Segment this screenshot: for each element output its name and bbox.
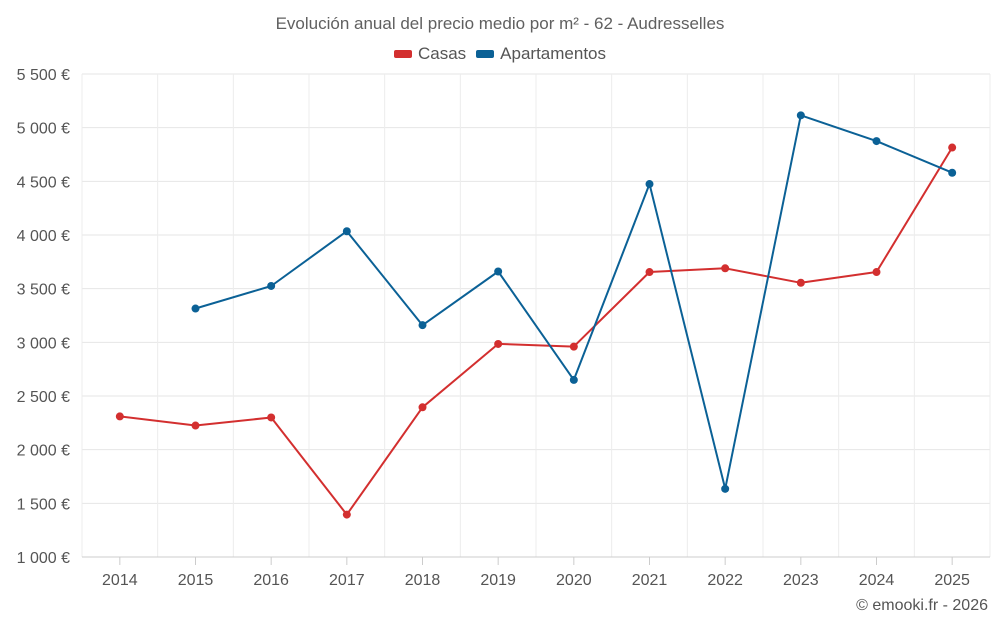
data-point-apartamentos[interactable] <box>872 137 881 146</box>
x-tick-label: 2024 <box>859 572 895 589</box>
axes: 1 000 € 1 500 € 2 000 € 2 500 € 3 000 € 3 500… <box>17 67 990 589</box>
legend: Casas Apartamentos <box>0 44 1000 64</box>
legend-label-apartamentos: Apartamentos <box>500 44 607 63</box>
data-point-apartamentos[interactable] <box>948 168 957 177</box>
x-tick-label: 2014 <box>102 572 138 589</box>
y-tick-label: 1 000 € <box>17 550 70 567</box>
series-points <box>115 111 957 519</box>
x-tick-label: 2016 <box>253 572 289 589</box>
data-point-apartamentos[interactable] <box>342 227 351 236</box>
x-tick-label: 2022 <box>707 572 743 589</box>
y-tick-label: 3 500 € <box>17 282 70 299</box>
y-tick-label: 3 000 € <box>17 335 70 352</box>
data-point-casas[interactable] <box>721 264 730 273</box>
data-point-casas[interactable] <box>872 268 881 277</box>
chart-title: Evolución anual del precio medio por m² … <box>275 14 725 33</box>
data-point-apartamentos[interactable] <box>494 267 503 276</box>
data-point-apartamentos[interactable] <box>191 304 200 313</box>
series-line-casas <box>119 146 954 516</box>
data-point-casas[interactable] <box>115 412 124 421</box>
x-tick-label: 2020 <box>556 572 592 589</box>
data-point-apartamentos[interactable] <box>418 321 427 330</box>
x-tick-label: 2019 <box>480 572 516 589</box>
x-tick-label: 2021 <box>632 572 668 589</box>
legend-swatch-apartamentos <box>476 50 495 58</box>
data-point-casas[interactable] <box>569 342 578 351</box>
y-tick-label: 4 000 € <box>17 228 70 245</box>
data-point-casas[interactable] <box>494 339 503 348</box>
y-tick-label: 5 500 € <box>17 67 70 84</box>
y-tick-label: 5 000 € <box>17 121 70 138</box>
data-point-casas[interactable] <box>645 268 654 277</box>
x-tick-label: 2025 <box>934 572 970 589</box>
grid-lines <box>81 73 991 558</box>
legend-label-casas: Casas <box>417 44 467 63</box>
data-point-casas[interactable] <box>796 278 805 287</box>
data-point-apartamentos[interactable] <box>569 375 578 384</box>
data-point-casas[interactable] <box>948 143 957 152</box>
data-point-apartamentos[interactable] <box>267 281 276 290</box>
data-point-casas[interactable] <box>342 510 351 519</box>
x-tick-label: 2023 <box>783 572 819 589</box>
y-tick-label: 2 500 € <box>17 389 70 406</box>
y-tick-label: 4 500 € <box>17 174 70 191</box>
data-point-casas[interactable] <box>418 403 427 412</box>
data-point-casas[interactable] <box>267 413 276 422</box>
data-point-apartamentos[interactable] <box>796 111 805 120</box>
x-tick-label: 2015 <box>178 572 214 589</box>
y-tick-label: 1 500 € <box>17 496 70 513</box>
legend-swatch-casas <box>393 50 412 58</box>
legend-item-apartamentos[interactable]: Apartamentos <box>476 44 606 64</box>
data-point-apartamentos[interactable] <box>721 484 730 493</box>
x-tick-label: 2017 <box>329 572 365 589</box>
y-tick-label: 2 000 € <box>17 443 70 460</box>
credit-text: © emooki.fr - 2026 <box>856 597 988 614</box>
legend-item-casas[interactable]: Casas <box>393 44 467 64</box>
data-point-apartamentos[interactable] <box>645 180 654 189</box>
x-tick-label: 2018 <box>405 572 441 589</box>
data-point-casas[interactable] <box>191 421 200 430</box>
